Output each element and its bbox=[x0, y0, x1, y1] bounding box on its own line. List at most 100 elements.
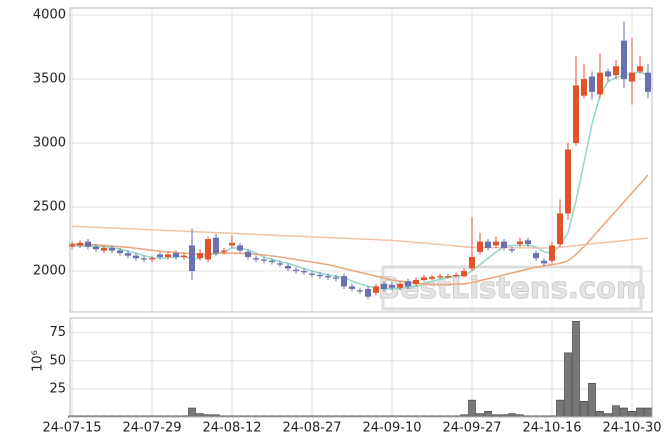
volume-bar bbox=[604, 413, 612, 418]
candle-body bbox=[453, 274, 459, 277]
candle-body bbox=[85, 241, 91, 247]
candle-body bbox=[197, 253, 203, 259]
y-tick-label: 25 bbox=[49, 381, 66, 396]
candle-body bbox=[373, 286, 379, 293]
x-tick-label: 24-07-29 bbox=[122, 421, 181, 436]
x-tick-label: 24-08-12 bbox=[202, 421, 261, 436]
volume-bar bbox=[620, 407, 628, 418]
candle-body bbox=[237, 245, 243, 251]
candle-body bbox=[469, 256, 475, 269]
volume-bar bbox=[564, 352, 572, 418]
candle-body bbox=[613, 66, 619, 76]
volume-bar bbox=[628, 411, 636, 418]
candle-body bbox=[357, 290, 363, 292]
candle-body bbox=[573, 85, 579, 144]
candle-body bbox=[285, 265, 291, 269]
candle-body bbox=[309, 273, 315, 275]
candle-body bbox=[645, 72, 651, 92]
candle-body bbox=[277, 263, 283, 265]
volume-frame bbox=[69, 317, 653, 418]
x-tick-label: 24-09-10 bbox=[362, 421, 421, 436]
candle-body bbox=[541, 260, 547, 264]
candle-body bbox=[133, 255, 139, 259]
candle-body bbox=[221, 250, 227, 252]
candle-body bbox=[253, 258, 259, 260]
volume-bar bbox=[196, 413, 204, 418]
candle-body bbox=[461, 271, 467, 277]
candle-body bbox=[349, 286, 355, 289]
candle-body bbox=[389, 285, 395, 288]
candle-body bbox=[205, 239, 211, 260]
candle-body bbox=[101, 248, 107, 251]
volume-bar bbox=[596, 411, 604, 418]
candle-body bbox=[437, 276, 443, 278]
candle-body bbox=[245, 251, 251, 257]
candle-body bbox=[525, 240, 531, 245]
watermark: BestListens.com bbox=[377, 265, 647, 311]
volume-bar bbox=[644, 407, 652, 418]
x-tick-label: 24-09-27 bbox=[442, 421, 501, 436]
candle-body bbox=[293, 269, 299, 272]
candle-body bbox=[189, 245, 195, 272]
x-tick-label: 24-10-30 bbox=[602, 421, 661, 436]
candle-body bbox=[77, 242, 83, 246]
x-tick-label: 24-07-15 bbox=[42, 421, 101, 436]
candle-body bbox=[333, 277, 339, 279]
candle-body bbox=[261, 259, 267, 261]
volume-unit-label: 10⁶ bbox=[31, 350, 46, 372]
candle-body bbox=[557, 213, 563, 245]
candle-body bbox=[421, 277, 427, 280]
volume-bar bbox=[580, 400, 588, 418]
candle-body bbox=[365, 288, 371, 297]
y-tick-label: 4000 bbox=[33, 8, 66, 23]
candle-body bbox=[181, 255, 187, 257]
y-tick-label: 2000 bbox=[33, 264, 66, 279]
volume-bar bbox=[572, 321, 580, 418]
candle-body bbox=[549, 245, 555, 261]
candle-body bbox=[213, 237, 219, 254]
y-tick-label: 3000 bbox=[33, 136, 66, 151]
candle-body bbox=[381, 283, 387, 289]
candle-body bbox=[445, 276, 451, 278]
y-tick-label: 2500 bbox=[33, 200, 66, 215]
candle-body bbox=[429, 276, 435, 279]
candle-body bbox=[629, 72, 635, 82]
x-tick-label: 24-08-27 bbox=[282, 421, 341, 436]
candle-body bbox=[517, 241, 523, 245]
candle-body bbox=[565, 149, 571, 214]
y-tick-label: 75 bbox=[49, 325, 66, 340]
volume-bar bbox=[508, 413, 516, 418]
x-tick-label: 24-10-16 bbox=[522, 421, 581, 436]
candle-body bbox=[301, 271, 307, 273]
volume-bar bbox=[188, 407, 196, 418]
candle-body bbox=[317, 274, 323, 277]
volume-bar bbox=[588, 382, 596, 418]
candle-body bbox=[173, 253, 179, 257]
candle-body bbox=[589, 76, 595, 92]
candle-body bbox=[157, 254, 163, 257]
candle-body bbox=[637, 66, 643, 72]
volume-bar bbox=[556, 399, 564, 418]
volume-background bbox=[70, 318, 652, 417]
candle-body bbox=[405, 281, 411, 287]
candle-body bbox=[485, 241, 491, 248]
candle-body bbox=[621, 40, 627, 80]
candle-body bbox=[109, 248, 115, 251]
candle-body bbox=[501, 241, 507, 248]
candle-body bbox=[397, 283, 403, 288]
watermark-text: BestListens.com bbox=[378, 271, 646, 305]
plot-frame bbox=[69, 7, 653, 313]
y-tick-label: 50 bbox=[49, 353, 66, 368]
candle-body bbox=[125, 253, 131, 256]
candle-body bbox=[325, 276, 331, 278]
candle-body bbox=[341, 276, 347, 287]
candle-body bbox=[269, 260, 275, 263]
candle-body bbox=[509, 249, 515, 251]
candle-body bbox=[581, 79, 587, 96]
volume-bar bbox=[484, 411, 492, 418]
candle-body bbox=[149, 258, 155, 260]
candle-body bbox=[165, 254, 171, 257]
candle-body bbox=[533, 253, 539, 259]
candle-body bbox=[413, 280, 419, 284]
